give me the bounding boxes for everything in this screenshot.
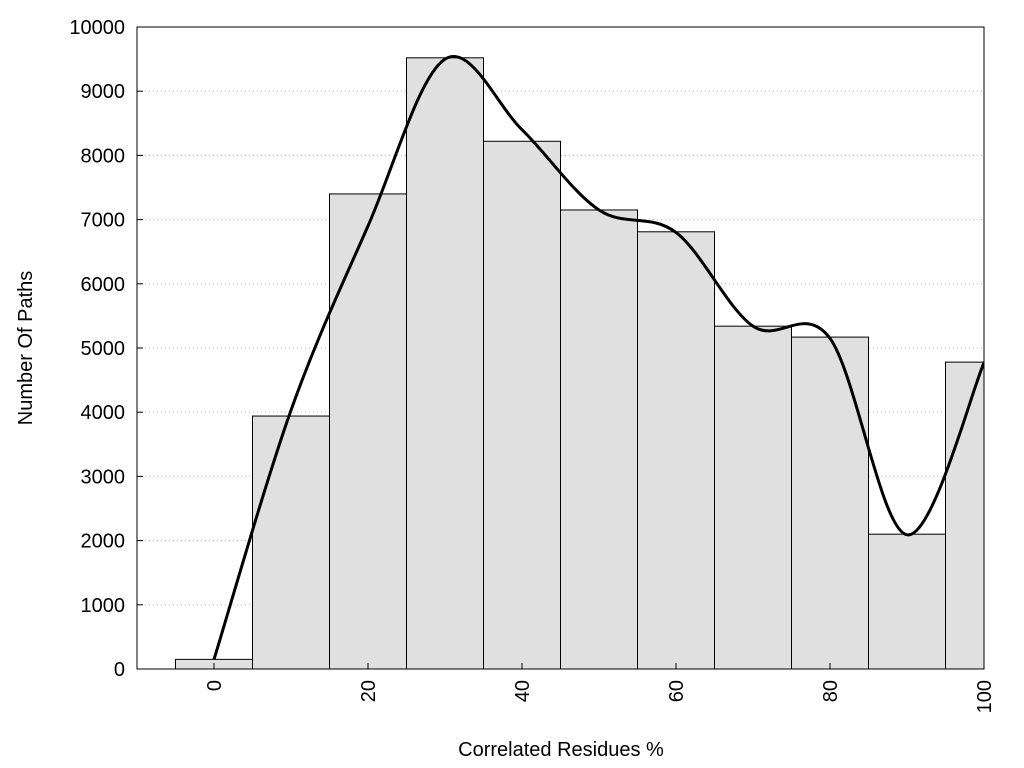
bar — [868, 533, 946, 669]
y-tick-label: 2000 — [81, 531, 126, 553]
y-tick-label: 9000 — [81, 81, 126, 103]
plot-area — [175, 55, 984, 669]
bar — [483, 140, 561, 669]
x-axis-label: Correlated Residues % — [458, 739, 664, 761]
curve — [212, 55, 984, 660]
x-tick-label: 20 — [358, 680, 380, 702]
y-tick-label: 3000 — [81, 466, 126, 488]
x-tick-label: 0 — [204, 680, 226, 691]
y-tick-label: 1000 — [81, 595, 126, 617]
x-tick-label: 80 — [820, 680, 842, 702]
y-tick-label: 0 — [114, 659, 125, 681]
bar — [406, 57, 484, 669]
y-tick-label: 10000 — [69, 17, 125, 39]
bar — [329, 193, 407, 669]
y-tick-label: 7000 — [81, 210, 126, 232]
bar — [252, 415, 330, 669]
bar — [560, 209, 638, 669]
x-tick-label: 100 — [974, 680, 996, 713]
x-tick-label: 40 — [512, 680, 534, 702]
y-tick-label: 8000 — [81, 145, 126, 167]
bar — [637, 231, 715, 669]
y-tick-label: 6000 — [81, 274, 126, 296]
y-tick-label: 5000 — [81, 338, 126, 360]
x-tick-label: 60 — [666, 680, 688, 702]
bar — [945, 361, 984, 669]
bar — [791, 336, 869, 669]
plot-frame — [136, 26, 985, 670]
bar — [714, 325, 792, 669]
y-axis-label: Number Of Paths — [15, 271, 37, 426]
y-tick-label: 4000 — [81, 402, 126, 424]
